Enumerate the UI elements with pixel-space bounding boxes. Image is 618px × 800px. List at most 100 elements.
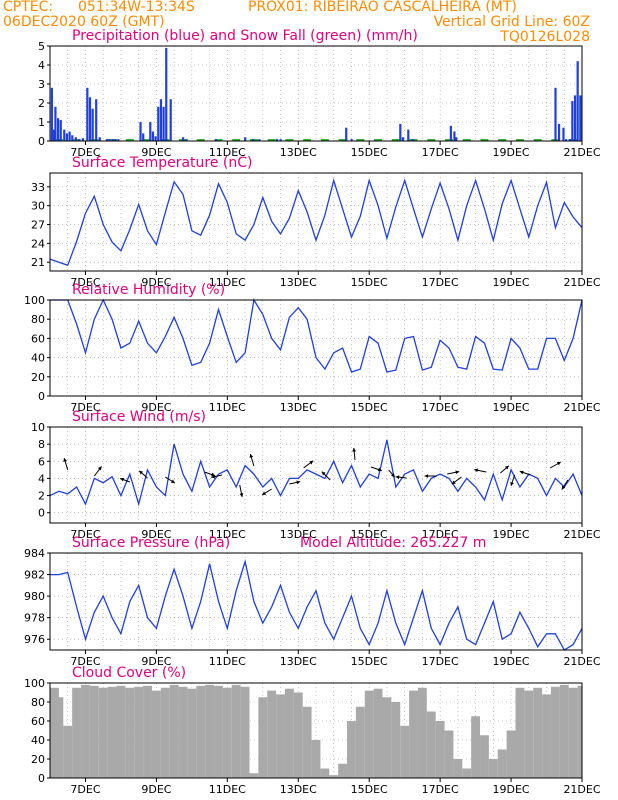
precip-xtick-label: 11DEC <box>209 146 246 159</box>
cloud-cover-bar <box>284 688 294 778</box>
wind-vector-head <box>321 471 326 476</box>
cloud-cover-bar <box>134 686 144 778</box>
precip-bar <box>91 108 94 141</box>
wind-xtick-label: 13DEC <box>280 528 317 541</box>
precip-bar <box>98 137 101 141</box>
cloud-ytick-label: 100 <box>24 677 45 690</box>
precip-bar <box>154 136 157 141</box>
wind-vector-head <box>377 467 382 472</box>
rh-xtick-label: 19DEC <box>493 401 530 414</box>
precip-bar <box>56 118 60 141</box>
header-coordinates: 051:34W-13:34S <box>78 0 195 15</box>
cloud-cover-bar <box>320 768 330 778</box>
precip-bar <box>573 95 577 141</box>
snowfall-bar <box>90 139 99 141</box>
precip-bar <box>105 139 108 141</box>
precip-bar <box>345 127 348 141</box>
snowfall-bar <box>480 139 489 141</box>
wind-vector-head <box>424 474 429 478</box>
pressure-xtick-label: 19DEC <box>493 655 530 668</box>
wind-xtick-label: 9DEC <box>141 528 171 541</box>
pressure-title: Surface Pressure (hPa) <box>72 535 230 551</box>
pressure-xtick-label: 13DEC <box>280 655 317 668</box>
precip-bar <box>453 131 456 141</box>
precip-bar <box>407 129 410 141</box>
cloud-xtick-label: 15DEC <box>351 783 388 796</box>
rh-ytick-label: 60 <box>31 332 45 345</box>
pressure-ytick-label: 976 <box>24 633 45 646</box>
precip-bar <box>554 87 557 141</box>
precip-bar <box>111 139 115 141</box>
cloud-cover-bar <box>214 685 223 778</box>
wind-xtick-label: 17DEC <box>422 528 459 541</box>
cloud-cover-bar <box>267 690 277 778</box>
cloud-cover-bar <box>568 687 578 778</box>
wind-vector-head <box>139 470 144 475</box>
snowfall-bar <box>320 139 329 141</box>
cloud-cover-bar <box>63 725 73 778</box>
cloud-cover-bar <box>497 749 507 778</box>
temp-xtick-label: 17DEC <box>422 276 459 289</box>
temp-series-line <box>49 178 583 267</box>
wind-vector-head <box>352 448 357 452</box>
rh-xtick-label: 11DEC <box>209 401 246 414</box>
wind-series-line <box>49 439 583 507</box>
rh-ytick-label: 20 <box>31 371 45 384</box>
cloud-cover-bar <box>347 721 356 778</box>
wind-ytick-label: 0 <box>38 507 45 520</box>
temp-ytick-label: 27 <box>31 219 45 232</box>
precip-bar <box>86 87 89 141</box>
precip-xtick-label: 19DEC <box>493 146 530 159</box>
cloud-ytick-label: 60 <box>31 715 45 728</box>
cloud-xtick-label: 19DEC <box>493 783 530 796</box>
precip-bar <box>399 123 402 141</box>
cloud-cover-bar <box>364 690 374 778</box>
temp-ytick-label: 30 <box>31 200 45 213</box>
pressure-ytick-label: 982 <box>24 569 45 582</box>
cloud-cover-bar <box>435 721 445 778</box>
precip-bar <box>117 139 120 141</box>
wind-vector-head <box>309 460 314 465</box>
wind-vector-head <box>249 454 254 458</box>
wind-vector-head <box>561 485 566 490</box>
cloud-cover-bar <box>533 687 543 778</box>
pressure-xtick-label: 7DEC <box>70 655 100 668</box>
precip-bar <box>88 97 92 141</box>
wind-ytick-label: 2 <box>38 490 45 503</box>
precip-bar <box>63 129 66 141</box>
pressure-xtick-label: 11DEC <box>209 655 246 668</box>
precip-bar <box>59 120 62 141</box>
cloud-cover-bar <box>107 686 117 778</box>
wind-vector-head <box>239 493 244 497</box>
temp-xtick-label: 11DEC <box>209 276 246 289</box>
pressure-frame <box>49 552 583 651</box>
rh-xtick-label: 15DEC <box>351 401 388 414</box>
rh-ytick-label: 80 <box>31 313 45 326</box>
pressure-xtick-label: 21DEC <box>563 655 600 668</box>
temp-xtick-label: 7DEC <box>70 276 100 289</box>
cloud-ytick-label: 80 <box>31 696 45 709</box>
cloud-cover-bar <box>391 702 401 778</box>
cloud-cover-bar <box>205 684 215 778</box>
cloud-cover-bar <box>116 685 126 778</box>
header-run-date: 06DEC2020 60Z (GMT) <box>3 14 165 30</box>
wind-xtick-label: 11DEC <box>209 528 246 541</box>
wind-title: Surface Wind (m/s) <box>72 409 206 425</box>
pressure-ytick-label: 984 <box>24 547 45 560</box>
temp-ytick-label: 21 <box>31 256 45 269</box>
precip-xtick-label: 13DEC <box>280 146 317 159</box>
cloud-cover-bar <box>400 725 410 778</box>
cloud-frame <box>49 682 583 779</box>
precip-ytick-label: 3 <box>38 78 45 91</box>
cloud-cover-bar <box>559 684 569 778</box>
cloud-cover-bar <box>444 730 454 778</box>
cloud-cover-bar <box>81 684 90 778</box>
cloud-xtick-label: 13DEC <box>280 783 317 796</box>
temp-xtick-label: 21DEC <box>563 276 600 289</box>
precip-bar <box>71 135 74 141</box>
precip-bar <box>258 139 261 141</box>
precip-bar <box>162 106 165 141</box>
cloud-cover-bar <box>302 706 312 778</box>
cloud-cover-bar <box>169 684 179 778</box>
precip-bar <box>579 95 582 141</box>
